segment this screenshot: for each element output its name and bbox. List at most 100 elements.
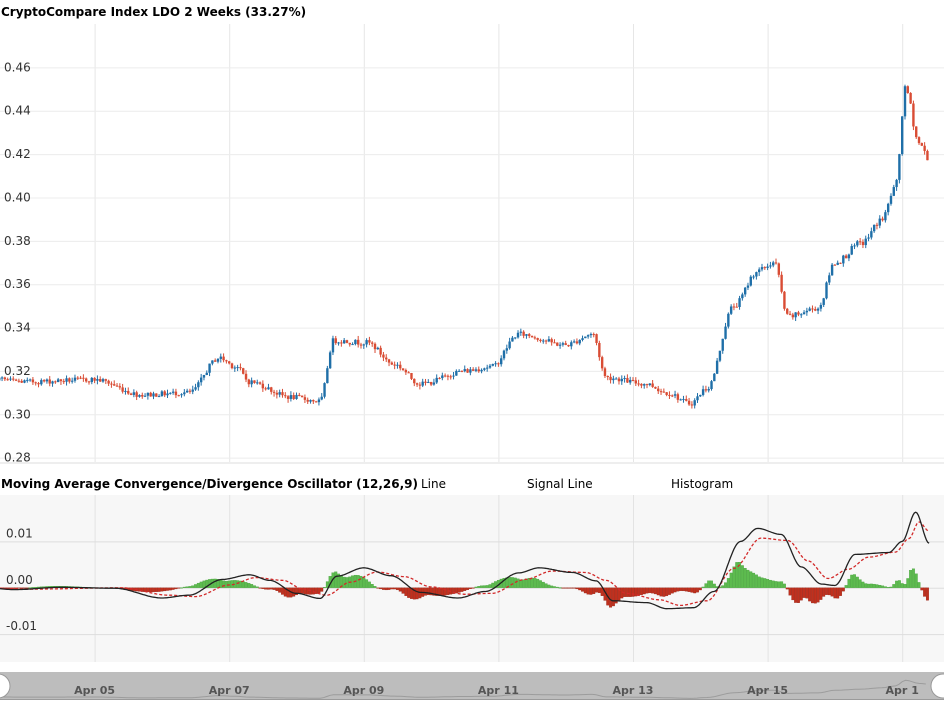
- histogram-bar: [671, 588, 674, 594]
- histogram-bar: [161, 588, 164, 592]
- histogram-bar: [166, 588, 169, 591]
- histogram-bar: [817, 588, 820, 602]
- histogram-bar: [368, 582, 371, 588]
- histogram-bar: [831, 588, 834, 596]
- histogram-bar: [491, 583, 494, 588]
- legend-line[interactable]: Line: [421, 477, 446, 491]
- histogram-bar: [197, 583, 200, 588]
- histogram-bar: [862, 582, 865, 588]
- navigator-label-2: Apr 09: [343, 684, 384, 697]
- histogram-bar: [186, 587, 189, 588]
- histogram-bar: [609, 588, 612, 608]
- histogram-bar: [590, 588, 593, 595]
- candle: [909, 92, 911, 104]
- histogram-bar: [306, 588, 309, 595]
- histogram-bar: [909, 570, 912, 588]
- histogram-bar: [887, 587, 890, 588]
- histogram-bar: [567, 588, 570, 589]
- histogram-bar: [584, 588, 587, 593]
- histogram-bar: [180, 588, 183, 589]
- histogram-bar: [797, 588, 800, 603]
- histogram-bar: [850, 575, 853, 588]
- histogram-bar: [895, 581, 898, 588]
- histogram-bar: [741, 565, 744, 587]
- histogram-bar: [918, 582, 921, 587]
- candle: [831, 263, 833, 276]
- histogram-bar: [769, 580, 772, 588]
- histogram-bar: [892, 584, 895, 587]
- histogram-bar: [640, 588, 643, 595]
- histogram-bar: [405, 588, 408, 596]
- histogram-bar: [441, 588, 444, 596]
- histogram-bar: [688, 588, 691, 592]
- histogram-bar: [553, 586, 556, 587]
- macd-chart-title: Moving Average Convergence/Divergence Os…: [1, 477, 418, 491]
- histogram-bar: [245, 582, 248, 587]
- price-tick-4: 0.36: [4, 277, 31, 291]
- histogram-bar: [752, 573, 755, 588]
- legend-histogram[interactable]: Histogram: [671, 477, 733, 491]
- histogram-bar: [707, 581, 710, 588]
- histogram-bar: [786, 588, 789, 589]
- price-chart-title: CryptoCompare Index LDO 2 Weeks (33.27%): [1, 5, 306, 19]
- histogram-bar: [256, 587, 259, 588]
- histogram-bar: [629, 588, 632, 597]
- histogram-bar: [856, 577, 859, 588]
- histogram-bar: [859, 580, 862, 588]
- histogram-bar: [763, 578, 766, 587]
- histogram-bar: [730, 573, 733, 588]
- histogram-bar: [248, 583, 251, 588]
- histogram-bar: [158, 588, 161, 592]
- histogram-bar: [270, 588, 273, 589]
- histogram-bar: [794, 588, 797, 603]
- histogram-bar: [281, 588, 284, 595]
- histogram-bar: [696, 588, 699, 592]
- histogram-bar: [828, 588, 831, 595]
- histogram-bar: [811, 588, 814, 603]
- histogram-bar: [845, 585, 848, 587]
- histogram-bar: [155, 588, 158, 592]
- histogram-bar: [744, 568, 747, 588]
- histogram-bar: [525, 579, 528, 588]
- histogram-bar: [853, 574, 856, 587]
- candle: [915, 126, 917, 139]
- histogram-bar: [175, 588, 178, 589]
- histogram-bar: [755, 575, 758, 588]
- histogram-bar: [267, 588, 270, 590]
- histogram-bar: [475, 587, 478, 588]
- histogram-bar: [632, 588, 635, 597]
- histogram-bar: [926, 588, 929, 601]
- candle: [326, 366, 328, 384]
- histogram-bar: [668, 588, 671, 595]
- histogram-bar: [834, 588, 837, 598]
- histogram-bar: [806, 588, 809, 598]
- histogram-bar: [26, 588, 29, 589]
- macd-plot-area: [0, 495, 944, 662]
- histogram-bar: [259, 588, 262, 589]
- histogram-bar: [592, 588, 595, 594]
- navigator-bar[interactable]: [0, 672, 944, 700]
- candle: [750, 275, 752, 286]
- candle: [556, 342, 558, 346]
- histogram-bar: [904, 584, 907, 588]
- navigator-label-1: Apr 07: [209, 684, 250, 697]
- histogram-bar: [276, 588, 279, 591]
- candle: [584, 336, 586, 338]
- histogram-bar: [34, 587, 37, 588]
- histogram-bar: [654, 588, 657, 594]
- histogram-bar: [587, 588, 590, 595]
- histogram-bar: [548, 585, 551, 588]
- histogram-bar: [320, 588, 323, 592]
- histogram-bar: [374, 586, 377, 588]
- histogram-bar: [674, 588, 677, 592]
- histogram-bar: [598, 588, 601, 593]
- histogram-bar: [250, 584, 253, 587]
- histogram-bar: [29, 588, 32, 589]
- candle: [926, 150, 928, 161]
- legend-signal-line[interactable]: Signal Line: [527, 477, 593, 491]
- candle: [825, 281, 827, 299]
- histogram-bar: [461, 588, 464, 592]
- histogram-bar: [789, 588, 792, 595]
- histogram-bar: [273, 588, 276, 590]
- histogram-bar: [915, 574, 918, 588]
